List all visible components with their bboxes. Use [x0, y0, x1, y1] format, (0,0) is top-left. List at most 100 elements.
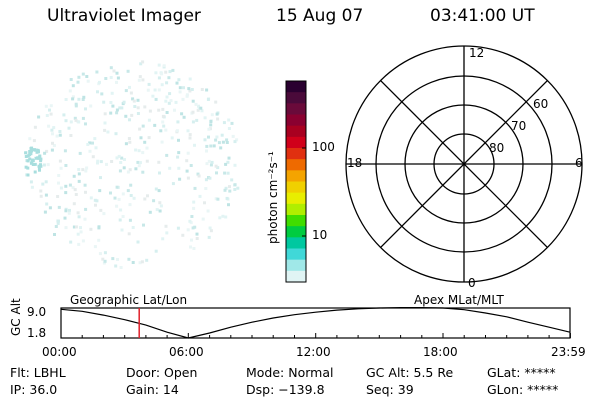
image-pixel [164, 224, 168, 228]
image-pixel [136, 106, 140, 110]
image-pixel [176, 120, 180, 124]
image-pixel [74, 104, 78, 108]
image-pixel [188, 89, 192, 93]
image-pixel [157, 108, 161, 112]
image-pixel [136, 112, 140, 115]
image-pixel [157, 76, 161, 80]
image-pixel [62, 113, 66, 117]
image-pixel [164, 99, 168, 103]
image-pixel [57, 181, 60, 185]
image-pixel [104, 77, 108, 80]
image-pixel [37, 164, 41, 168]
colorbar-band [286, 92, 306, 104]
image-pixel [206, 98, 210, 101]
image-pixel [186, 228, 190, 232]
image-pixel [159, 204, 163, 208]
image-pixel [141, 124, 145, 128]
image-pixel [26, 159, 30, 163]
image-pixel [115, 71, 119, 75]
colorbar-band [286, 103, 306, 116]
image-pixel [39, 159, 43, 163]
timeline-ytick-9: 9.0 [27, 305, 47, 319]
image-pixel [137, 78, 141, 82]
image-pixel [218, 216, 222, 220]
image-pixel [132, 99, 136, 103]
image-pixel [43, 151, 47, 155]
image-pixel [141, 60, 145, 64]
colorbar-band [286, 170, 306, 183]
image-pixel [55, 134, 59, 138]
image-pixel [67, 126, 71, 130]
image-pixel [225, 196, 229, 200]
time-label: 03:41:00 UT [430, 6, 535, 26]
image-pixel [153, 88, 157, 92]
colorbar-frame [285, 80, 307, 283]
image-pixel [39, 157, 43, 161]
image-pixel [143, 140, 147, 144]
image-pixel [140, 260, 144, 264]
image-pixel [164, 70, 168, 74]
image-pixel [176, 226, 180, 230]
image-pixel [129, 183, 133, 187]
image-pixel [56, 219, 60, 223]
image-pixel [193, 225, 197, 229]
timeline-right-title: Apex MLat/MLT [414, 293, 504, 307]
image-pixel [157, 160, 161, 164]
image-pixel [157, 189, 161, 193]
image-pixel [226, 160, 230, 164]
image-pixel [188, 136, 192, 140]
image-pixel [217, 141, 221, 145]
image-pixel [95, 70, 99, 74]
image-pixel [28, 157, 32, 161]
image-pixel [168, 70, 172, 74]
image-pixel [215, 135, 219, 139]
image-pixel [56, 221, 60, 225]
image-pixel [42, 163, 46, 167]
image-pixel [86, 143, 90, 146]
image-pixel [79, 226, 82, 230]
image-pixel [154, 187, 158, 191]
image-pixel [192, 247, 196, 250]
image-pixel [136, 240, 140, 244]
image-pixel [78, 151, 82, 155]
timeline-xtick-0600: 06:00 [169, 345, 204, 359]
image-pixel [85, 166, 89, 170]
image-pixel [81, 72, 85, 76]
image-pixel [52, 126, 56, 130]
image-pixel [69, 240, 73, 244]
image-pixel [158, 171, 161, 175]
image-pixel [33, 170, 37, 174]
image-pixel [173, 108, 176, 112]
image-pixel [44, 180, 48, 184]
image-pixel [115, 156, 119, 160]
lat-label-60: 60 [533, 97, 549, 111]
image-pixel [24, 155, 28, 158]
image-pixel [44, 193, 48, 197]
colorbar-gradient [286, 81, 306, 283]
image-pixel [116, 76, 120, 80]
image-pixel [190, 238, 193, 242]
image-pixel [196, 172, 200, 176]
image-pixel [207, 127, 211, 131]
image-pixel [171, 68, 175, 72]
colorbar-band [286, 81, 306, 93]
image-pixel [46, 163, 50, 167]
image-pixel [32, 139, 36, 143]
image-pixel [74, 102, 78, 106]
altitude-series-line [60, 307, 571, 339]
image-pixel [207, 235, 211, 239]
image-pixel [162, 64, 166, 68]
image-pixel [71, 186, 75, 190]
image-pixel [161, 114, 165, 118]
status-filter: Flt: LBHL [10, 365, 66, 380]
image-pixel [126, 170, 130, 174]
image-pixel [110, 160, 114, 163]
image-pixel [35, 150, 39, 154]
image-pixel [91, 141, 94, 145]
image-pixel [221, 214, 225, 218]
image-pixel [148, 210, 152, 214]
image-pixel [77, 242, 81, 246]
image-pixel [51, 132, 54, 136]
